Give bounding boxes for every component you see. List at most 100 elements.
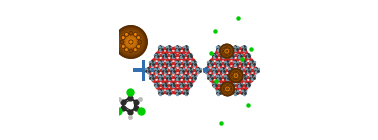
Circle shape xyxy=(118,30,143,54)
Circle shape xyxy=(225,87,230,91)
Circle shape xyxy=(233,73,239,79)
Circle shape xyxy=(129,40,132,44)
Circle shape xyxy=(224,86,231,92)
Circle shape xyxy=(116,28,146,56)
Polygon shape xyxy=(231,75,233,76)
Polygon shape xyxy=(136,36,141,39)
Circle shape xyxy=(223,84,232,94)
Circle shape xyxy=(232,71,240,80)
Circle shape xyxy=(130,41,132,43)
Circle shape xyxy=(122,33,140,51)
Circle shape xyxy=(220,44,234,58)
Polygon shape xyxy=(238,77,240,78)
Circle shape xyxy=(121,32,141,52)
Circle shape xyxy=(234,74,238,78)
Polygon shape xyxy=(129,31,133,35)
Circle shape xyxy=(115,26,147,58)
Circle shape xyxy=(234,74,237,77)
Circle shape xyxy=(116,27,146,57)
Circle shape xyxy=(226,50,228,52)
Circle shape xyxy=(121,32,141,52)
Circle shape xyxy=(233,73,239,78)
Circle shape xyxy=(231,71,240,80)
Circle shape xyxy=(223,47,231,55)
Circle shape xyxy=(222,84,233,94)
Circle shape xyxy=(225,87,230,91)
Polygon shape xyxy=(232,77,234,78)
Circle shape xyxy=(230,70,242,81)
Circle shape xyxy=(226,87,229,91)
Polygon shape xyxy=(239,75,240,76)
Polygon shape xyxy=(227,92,228,93)
Circle shape xyxy=(221,82,234,95)
Polygon shape xyxy=(229,52,231,54)
Circle shape xyxy=(223,48,230,55)
Circle shape xyxy=(221,45,233,57)
Polygon shape xyxy=(233,72,235,73)
Circle shape xyxy=(234,73,238,78)
Circle shape xyxy=(227,88,228,90)
Circle shape xyxy=(220,45,233,58)
Circle shape xyxy=(232,72,239,79)
Circle shape xyxy=(235,74,237,77)
Circle shape xyxy=(235,75,237,77)
Circle shape xyxy=(223,84,232,94)
Circle shape xyxy=(128,39,134,45)
Circle shape xyxy=(234,74,238,78)
Circle shape xyxy=(120,31,142,53)
Circle shape xyxy=(126,37,136,47)
Polygon shape xyxy=(222,50,224,52)
Circle shape xyxy=(229,69,242,82)
Polygon shape xyxy=(225,91,226,93)
Polygon shape xyxy=(223,52,225,54)
Circle shape xyxy=(223,47,231,55)
Polygon shape xyxy=(226,47,228,48)
Circle shape xyxy=(225,86,230,92)
Circle shape xyxy=(235,75,236,76)
Circle shape xyxy=(127,38,135,46)
Circle shape xyxy=(224,85,231,93)
Polygon shape xyxy=(121,45,125,48)
Circle shape xyxy=(221,82,234,96)
Polygon shape xyxy=(224,47,226,49)
Circle shape xyxy=(225,49,229,53)
Circle shape xyxy=(125,36,136,48)
Circle shape xyxy=(226,50,228,52)
Circle shape xyxy=(225,49,229,53)
Polygon shape xyxy=(138,40,142,44)
Circle shape xyxy=(233,73,239,78)
Circle shape xyxy=(232,71,240,80)
Circle shape xyxy=(130,41,132,43)
Circle shape xyxy=(222,46,231,56)
Circle shape xyxy=(234,74,237,77)
Circle shape xyxy=(115,26,147,58)
Circle shape xyxy=(221,45,233,57)
Circle shape xyxy=(223,85,231,93)
Polygon shape xyxy=(229,91,230,93)
Polygon shape xyxy=(223,88,225,90)
Polygon shape xyxy=(235,75,237,77)
Circle shape xyxy=(231,71,241,80)
Circle shape xyxy=(231,71,241,81)
Circle shape xyxy=(230,69,242,82)
Polygon shape xyxy=(230,88,232,90)
Circle shape xyxy=(124,35,138,49)
Circle shape xyxy=(222,47,231,56)
Circle shape xyxy=(225,49,229,53)
Circle shape xyxy=(231,70,241,81)
Circle shape xyxy=(231,71,240,80)
Circle shape xyxy=(120,31,142,53)
Circle shape xyxy=(123,34,138,50)
Circle shape xyxy=(225,49,228,53)
Polygon shape xyxy=(125,32,129,37)
Polygon shape xyxy=(229,48,231,50)
Circle shape xyxy=(232,72,239,79)
Circle shape xyxy=(122,33,140,51)
FancyBboxPatch shape xyxy=(133,68,154,72)
Circle shape xyxy=(222,46,232,56)
Circle shape xyxy=(226,50,228,52)
Polygon shape xyxy=(230,90,232,92)
Circle shape xyxy=(222,83,234,95)
Circle shape xyxy=(117,28,145,56)
Circle shape xyxy=(128,39,134,45)
